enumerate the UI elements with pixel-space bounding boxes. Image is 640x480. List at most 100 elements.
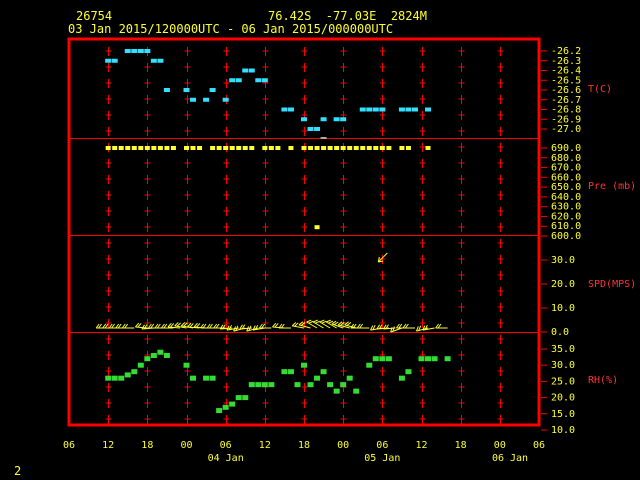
pressure-point xyxy=(314,225,320,230)
wind-barb-flag xyxy=(174,322,179,327)
humidity-point xyxy=(333,388,340,394)
wind-barb-shaft xyxy=(422,327,435,331)
pressure-point xyxy=(242,146,248,150)
wind-barb-flag xyxy=(435,323,440,329)
wind-barb xyxy=(167,322,181,329)
wind-barb-flag xyxy=(235,325,239,331)
station-location: 76.42S -77.03E 2824M xyxy=(268,9,427,23)
humidity-point xyxy=(203,375,210,381)
x-tick-label: 18 xyxy=(455,440,467,451)
temperature-point xyxy=(411,107,418,112)
wind-barb xyxy=(344,321,357,329)
plot-frame xyxy=(67,37,541,427)
pressure-point xyxy=(197,146,203,150)
wind-barb-flag xyxy=(333,321,339,326)
wind-barb xyxy=(337,321,350,329)
humidity-point xyxy=(346,375,353,381)
wind-barb-flag xyxy=(246,326,250,332)
y-tick-label: 620.0 xyxy=(551,211,581,222)
y-tick-label: 20.0 xyxy=(551,393,575,404)
pressure-point xyxy=(131,146,137,150)
temperature-point xyxy=(320,117,327,122)
temperature-point xyxy=(144,49,151,53)
temperature-point xyxy=(340,117,347,122)
wind-barb-flag xyxy=(291,322,297,327)
y-tick-label: 20.0 xyxy=(551,279,575,290)
pressure-point xyxy=(216,146,222,150)
wind-barb xyxy=(161,323,174,329)
wind-barb-flag xyxy=(241,324,246,330)
wind-barb-flag xyxy=(392,326,395,332)
x-tick-label: 12 xyxy=(259,440,271,451)
wind-barb-shaft xyxy=(187,326,200,329)
wind-barb xyxy=(174,322,187,329)
wind-barb-flag xyxy=(95,323,100,329)
gust-arrow-head xyxy=(377,256,384,263)
y-tick-label: 10.0 xyxy=(551,425,575,436)
wind-barb xyxy=(390,326,403,333)
wind-barb-flag xyxy=(331,320,337,325)
humidity-point xyxy=(444,356,451,362)
wind-barb-flag xyxy=(137,323,142,328)
wind-barb xyxy=(319,319,331,329)
time-range: 03 Jan 2015/120000UTC - 06 Jan 2015/0000… xyxy=(68,22,394,36)
panel-label-temperature: T(C) xyxy=(588,84,612,95)
wind-barb-flag xyxy=(233,326,236,332)
humidity-point xyxy=(379,356,386,362)
wind-barb-flag xyxy=(98,323,102,329)
wind-barb-flag xyxy=(319,319,325,323)
humidity-point xyxy=(320,369,327,375)
pressure-point xyxy=(353,146,359,150)
humidity-point xyxy=(222,404,229,410)
humidity-point xyxy=(150,352,157,358)
x-tick-label: 00 xyxy=(494,440,506,451)
pressure-point xyxy=(190,146,196,150)
pressure-point xyxy=(118,146,124,150)
wind-barb-flag xyxy=(200,323,205,329)
wind-barb-flag xyxy=(402,323,407,329)
y-tick-label: 640.0 xyxy=(551,192,581,203)
humidity-point xyxy=(242,395,249,401)
wind-barb-flag xyxy=(189,323,194,328)
humidity-point xyxy=(229,401,236,407)
wind-barb-flag xyxy=(180,322,186,327)
temperature-point xyxy=(314,127,321,131)
pressure-point xyxy=(314,146,320,150)
y-tick-label: 650.0 xyxy=(551,182,581,193)
wind-barb-flag xyxy=(274,323,279,328)
wind-barb-flag xyxy=(350,323,355,329)
humidity-point xyxy=(353,388,360,394)
wind-barb-flag xyxy=(228,324,232,330)
wind-barb xyxy=(187,322,200,329)
wind-barb xyxy=(312,319,324,329)
wind-barb-flag xyxy=(372,324,376,330)
wind-barb-flag xyxy=(147,323,152,329)
x-day-label: 04 Jan xyxy=(208,453,244,464)
pressure-point xyxy=(321,146,327,150)
x-tick-label: 00 xyxy=(180,440,192,451)
humidity-point xyxy=(294,382,301,388)
wind-barb-shaft xyxy=(292,325,305,329)
x-tick-label: 00 xyxy=(337,440,349,451)
humidity-point xyxy=(131,369,138,375)
wind-barb-shaft xyxy=(337,324,350,329)
temperature-point xyxy=(111,58,118,63)
humidity-point xyxy=(248,382,255,388)
y-tick-label: 0.0 xyxy=(551,327,569,338)
wind-barb-flag xyxy=(219,324,224,330)
wind-barb-flag xyxy=(202,323,207,329)
humidity-point xyxy=(111,375,118,381)
y-tick-label: -26.2 xyxy=(551,46,581,57)
humidity-point xyxy=(209,375,216,381)
wind-barb-shaft xyxy=(298,324,311,329)
pressure-point xyxy=(138,146,144,150)
pressure-point xyxy=(373,146,379,150)
panel-label-pressure: Pre (mb) xyxy=(588,181,636,192)
pressure-point xyxy=(249,146,255,150)
wind-barb xyxy=(258,323,272,329)
humidity-point xyxy=(118,375,125,381)
pressure-point xyxy=(229,146,235,150)
pressure-point xyxy=(301,146,307,150)
y-tick-label: -26.6 xyxy=(551,85,581,96)
wind-barb-shaft xyxy=(376,327,389,330)
